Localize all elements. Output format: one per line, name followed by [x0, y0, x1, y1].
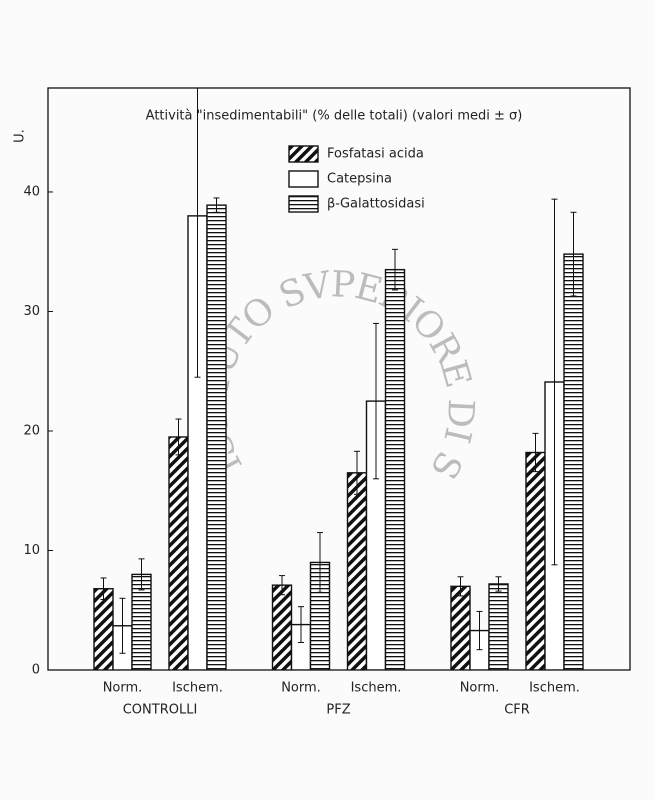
group-label: CFR — [504, 703, 530, 718]
bar — [450, 585, 471, 670]
error-bar — [570, 211, 577, 297]
error-bar — [279, 575, 285, 596]
legend-swatch — [288, 170, 319, 188]
error-bar — [175, 418, 182, 456]
error-bar — [194, 88, 201, 378]
x-tick-label: Norm. — [281, 681, 321, 696]
error-bar — [476, 610, 483, 651]
plot-frame — [47, 87, 631, 671]
error-bar — [119, 597, 126, 654]
bar — [271, 584, 293, 670]
error-bar — [457, 576, 464, 597]
legend-swatch — [288, 145, 319, 163]
error-bar — [392, 248, 398, 291]
y-axis-label: U. — [13, 129, 28, 143]
error-bar — [532, 432, 539, 473]
y-tick-label: 10 — [23, 543, 40, 558]
y-tick-label: 20 — [23, 423, 40, 438]
legend-label: β-Galattosidasi — [327, 197, 425, 212]
error-bar — [354, 450, 360, 495]
error-bar — [100, 577, 107, 600]
error-bar — [373, 322, 379, 480]
plot-area — [93, 88, 584, 670]
bar — [488, 583, 509, 670]
legend-label: Catepsina — [327, 172, 392, 187]
error-bar — [551, 198, 558, 566]
bar — [206, 204, 227, 670]
x-tick-label: Ischem. — [172, 681, 223, 696]
bar — [563, 253, 584, 670]
legend-swatch — [288, 195, 319, 213]
error-bar — [298, 606, 304, 644]
group-label: PFZ — [326, 703, 350, 718]
error-bar — [495, 576, 502, 592]
bar — [525, 451, 546, 670]
chart-title: Attività "insedimentabili" (% delle tota… — [146, 109, 523, 124]
x-tick-label: Norm. — [460, 681, 500, 696]
error-bar — [138, 558, 145, 591]
y-tick-label: 0 — [32, 663, 40, 678]
error-bar — [213, 197, 220, 213]
bar — [93, 588, 114, 670]
bar — [346, 472, 368, 670]
error-bar — [317, 532, 323, 593]
group-label: CONTROLLI — [123, 703, 198, 718]
x-tick-label: Norm. — [103, 681, 143, 696]
bar — [384, 268, 406, 670]
legend-label: Fosfatasi acida — [327, 147, 424, 162]
bar — [168, 436, 189, 670]
x-tick-label: Ischem. — [351, 681, 402, 696]
y-tick-label: 30 — [23, 304, 40, 319]
y-tick-label: 40 — [23, 184, 40, 199]
x-tick-label: Ischem. — [529, 681, 580, 696]
